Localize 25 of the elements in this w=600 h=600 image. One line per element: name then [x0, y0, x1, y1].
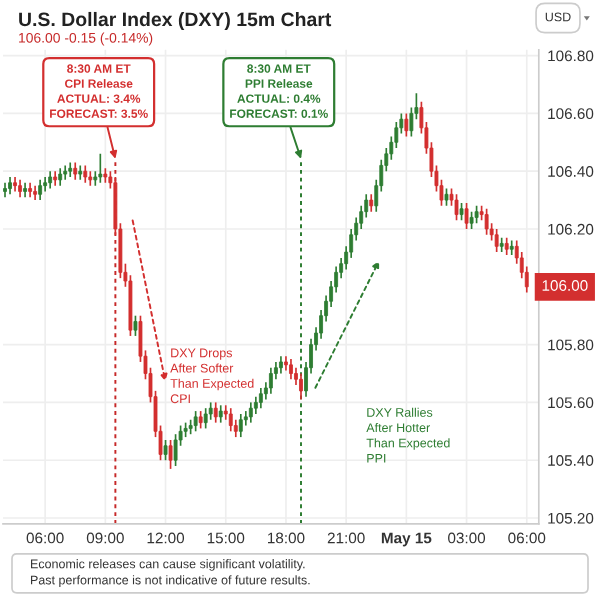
chart-title: U.S. Dollar Index (DXY) 15m Chart — [19, 11, 332, 31]
candlestick — [213, 401, 218, 424]
candlestick — [248, 401, 253, 424]
candlestick — [38, 179, 43, 201]
candlestick — [454, 193, 459, 222]
candlestick — [98, 153, 103, 184]
candlestick — [258, 387, 263, 410]
candlestick — [203, 407, 208, 430]
candlestick — [464, 202, 469, 230]
candlestick — [284, 355, 288, 372]
candlestick — [494, 228, 499, 253]
candlestick — [193, 410, 198, 433]
candlestick — [168, 439, 173, 470]
candlestick — [78, 164, 83, 181]
candlestick — [404, 112, 409, 138]
candlestick — [484, 207, 489, 236]
candlestick — [238, 413, 243, 438]
candlestick — [133, 314, 138, 337]
candlestick — [268, 366, 273, 395]
candlestick — [289, 358, 293, 381]
candlestick — [163, 439, 168, 462]
candlestick — [173, 433, 178, 467]
candlestick — [299, 372, 303, 401]
candlestick — [63, 164, 68, 181]
candlestick — [228, 407, 233, 433]
